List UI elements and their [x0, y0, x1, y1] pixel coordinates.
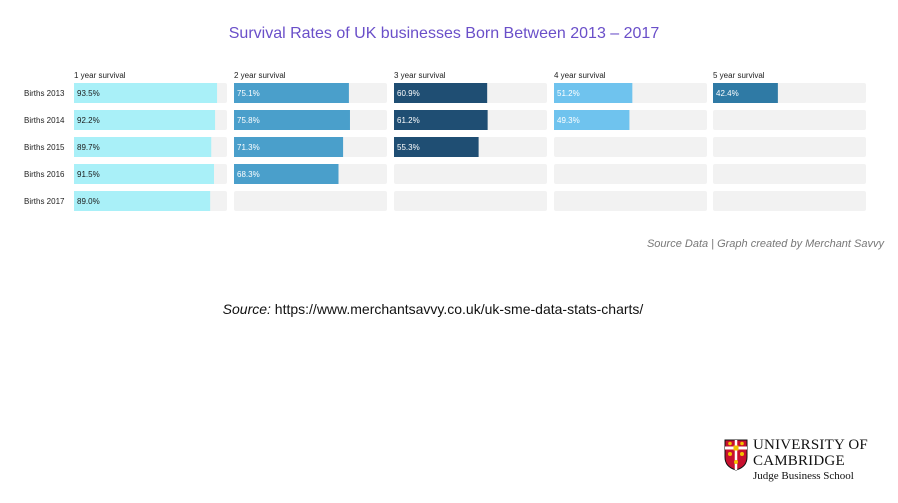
- survival-bar: [554, 110, 630, 130]
- chart-credit: Source Data | Graph created by Merchant …: [646, 238, 884, 250]
- row-label: Births 2017: [24, 197, 65, 206]
- cambridge-logo: UNIVERSITY OF CAMBRIDGE Judge Business S…: [724, 437, 874, 485]
- chart-title: Survival Rates of UK businesses Born Bet…: [228, 25, 660, 42]
- cell-track: [554, 164, 707, 184]
- cambridge-crest-icon: [724, 439, 748, 471]
- survival-bar: [554, 83, 633, 103]
- cell-track: [713, 137, 866, 157]
- survival-bar: [74, 164, 214, 184]
- row-label: Births 2014: [24, 116, 65, 125]
- column-header: 4 year survival: [554, 71, 606, 80]
- survival-bar: [74, 83, 218, 103]
- cell-track: [713, 110, 866, 130]
- logo-judge-business-school: Judge Business School: [753, 470, 854, 482]
- source-label: Source:: [222, 301, 271, 317]
- cell-track: [234, 191, 387, 211]
- column-header: 3 year survival: [394, 71, 446, 80]
- column-header: 2 year survival: [234, 71, 286, 80]
- source-line: Source: https://www.merchantsavvy.co.uk/…: [0, 301, 866, 317]
- survival-bar: [234, 110, 350, 130]
- logo-university-of: UNIVERSITY OF: [753, 437, 868, 453]
- value-label: 60.9%: [397, 89, 420, 98]
- value-label: 92.2%: [77, 116, 100, 125]
- survival-bar: [234, 164, 339, 184]
- value-label: 75.8%: [237, 116, 260, 125]
- survival-chart: 1 year survival 2 year survival 3 year sur…: [24, 71, 866, 211]
- value-label: 89.0%: [77, 197, 100, 206]
- value-label: 71.3%: [237, 143, 260, 152]
- value-label: 42.4%: [716, 89, 739, 98]
- cell-track: [713, 191, 866, 211]
- row-label: Births 2016: [24, 170, 65, 179]
- survival-bar: [234, 137, 344, 157]
- row-label: Births 2015: [24, 143, 65, 152]
- cell-track: [713, 164, 866, 184]
- logo-cambridge: CAMBRIDGE: [753, 453, 845, 469]
- value-label: 55.3%: [397, 143, 420, 152]
- column-header: 5 year survival: [713, 71, 765, 80]
- value-label: 68.3%: [237, 170, 260, 179]
- survival-bar: [74, 191, 211, 211]
- survival-bar: [713, 83, 778, 103]
- column-header: 1 year survival: [74, 71, 126, 80]
- cell-track: [554, 191, 707, 211]
- source-url[interactable]: https://www.merchantsavvy.co.uk/uk-sme-d…: [274, 301, 644, 317]
- value-label: 93.5%: [77, 89, 100, 98]
- survival-bar: [394, 137, 479, 157]
- survival-bar: [234, 83, 349, 103]
- survival-bar: [394, 110, 488, 130]
- survival-bar: [74, 110, 216, 130]
- value-label: 75.1%: [237, 89, 260, 98]
- survival-bar: [74, 137, 212, 157]
- row-label: Births 2013: [24, 89, 65, 98]
- value-label: 51.2%: [557, 89, 580, 98]
- value-label: 61.2%: [397, 116, 420, 125]
- value-label: 89.7%: [77, 143, 100, 152]
- value-label: 49.3%: [557, 116, 580, 125]
- cell-track: [394, 164, 547, 184]
- cell-track: [554, 137, 707, 157]
- survival-bar: [394, 83, 488, 103]
- value-label: 91.5%: [77, 170, 100, 179]
- cell-track: [394, 191, 547, 211]
